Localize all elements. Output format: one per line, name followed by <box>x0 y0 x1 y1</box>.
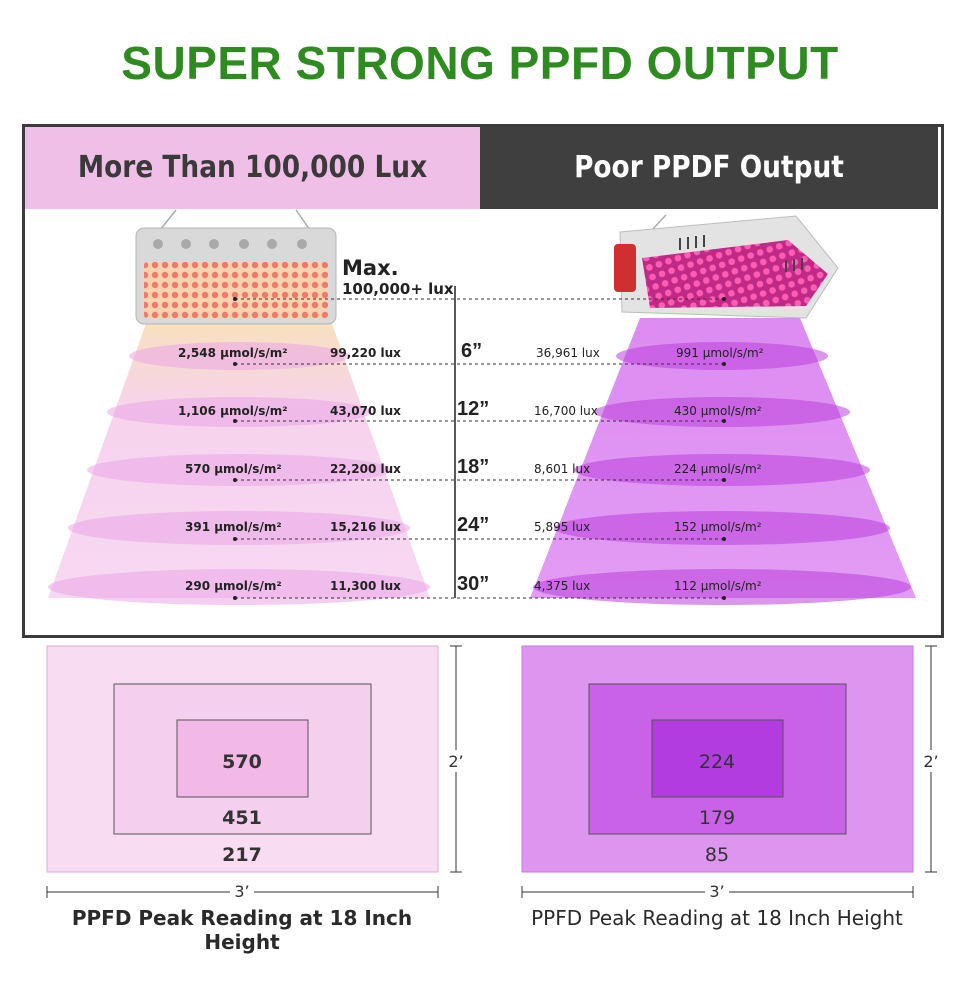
row-height-label: 12” <box>457 398 489 420</box>
row-height-label: 18” <box>457 456 489 478</box>
row-right-ppfd: 152 µmol/s/m² <box>674 520 762 534</box>
weak-grow-light-icon <box>614 214 839 319</box>
row-left-ppfd: 2,548 µmol/s/m² <box>178 346 288 360</box>
page-title: SUPER STRONG PPFD OUTPUT <box>121 37 839 89</box>
row-left-lux: 99,220 lux <box>330 346 401 360</box>
row-right-lux: 36,961 lux <box>536 346 600 360</box>
row-left-ppfd: 391 µmol/s/m² <box>185 520 282 534</box>
row-height-label: 6” <box>461 340 482 362</box>
right-outer-ppfd: 85 <box>705 844 729 866</box>
row-left-lux: 43,070 lux <box>330 404 401 418</box>
left-inner-ppfd: 570 <box>222 751 262 773</box>
left-outer-ppfd: 217 <box>222 844 262 866</box>
row-6in: 2,548 µmol/s/m² 99,220 lux 6” 36,961 lux… <box>178 340 764 366</box>
left-header-title: More Than 100,000 Lux <box>77 150 428 185</box>
left-header: More Than 100,000 Lux <box>25 127 480 209</box>
row-right-lux: 4,375 lux <box>534 579 590 593</box>
left-footprint-panel: 570 451 217 3’ 2’ <box>46 645 466 901</box>
row-left-ppfd: 1,106 µmol/s/m² <box>178 404 288 418</box>
row-height-label: 30” <box>457 573 489 595</box>
right-header-title: Poor PPDF Output <box>574 150 844 185</box>
right-footprint-panel: 224 179 85 3’ 2’ <box>521 645 941 901</box>
row-right-ppfd: 224 µmol/s/m² <box>674 462 762 476</box>
row-left-lux: 11,300 lux <box>330 579 401 593</box>
row-right-lux: 8,601 lux <box>534 462 590 476</box>
row-30in: 290 µmol/s/m² 11,300 lux 30” 4,375 lux 1… <box>185 573 762 600</box>
right-inner-ppfd: 224 <box>699 751 735 773</box>
right-middle-ppfd: 179 <box>699 807 735 829</box>
row-left-ppfd: 290 µmol/s/m² <box>185 579 282 593</box>
left-intensity-rings <box>48 342 430 605</box>
row-right-ppfd: 430 µmol/s/m² <box>674 404 762 418</box>
right-width-label: 3’ <box>709 882 724 901</box>
row-12in: 1,106 µmol/s/m² 43,070 lux 12” 16,700 lu… <box>178 398 762 423</box>
right-intensity-rings <box>533 342 911 605</box>
right-panel-caption: PPFD Peak Reading at 18 Inch Height <box>531 906 903 930</box>
left-panel-caption: PPFD Peak Reading at 18 Inch Height <box>71 906 413 954</box>
row-18in: 570 µmol/s/m² 22,200 lux 18” 8,601 lux 2… <box>185 456 762 482</box>
left-height-label: 2’ <box>448 752 463 771</box>
row-right-ppfd: 991 µmol/s/m² <box>676 346 764 360</box>
row-right-lux: 16,700 lux <box>534 404 598 418</box>
row-left-ppfd: 570 µmol/s/m² <box>185 462 282 476</box>
strong-grow-light-icon <box>135 209 337 325</box>
right-height-label: 2’ <box>923 752 938 771</box>
left-width-label: 3’ <box>234 882 249 901</box>
row-left-lux: 15,216 lux <box>330 520 401 534</box>
row-right-lux: 5,895 lux <box>534 520 590 534</box>
row-right-ppfd: 112 µmol/s/m² <box>674 579 762 593</box>
right-header: Poor PPDF Output <box>480 127 938 209</box>
row-24in: 391 µmol/s/m² 15,216 lux 24” 5,895 lux 1… <box>185 514 762 541</box>
row-height-label: 24” <box>457 514 489 536</box>
row-left-lux: 22,200 lux <box>330 462 401 476</box>
max-lux-label: 100,000+ lux <box>342 280 454 298</box>
left-middle-ppfd: 451 <box>222 807 262 829</box>
max-label: Max. <box>342 256 399 280</box>
